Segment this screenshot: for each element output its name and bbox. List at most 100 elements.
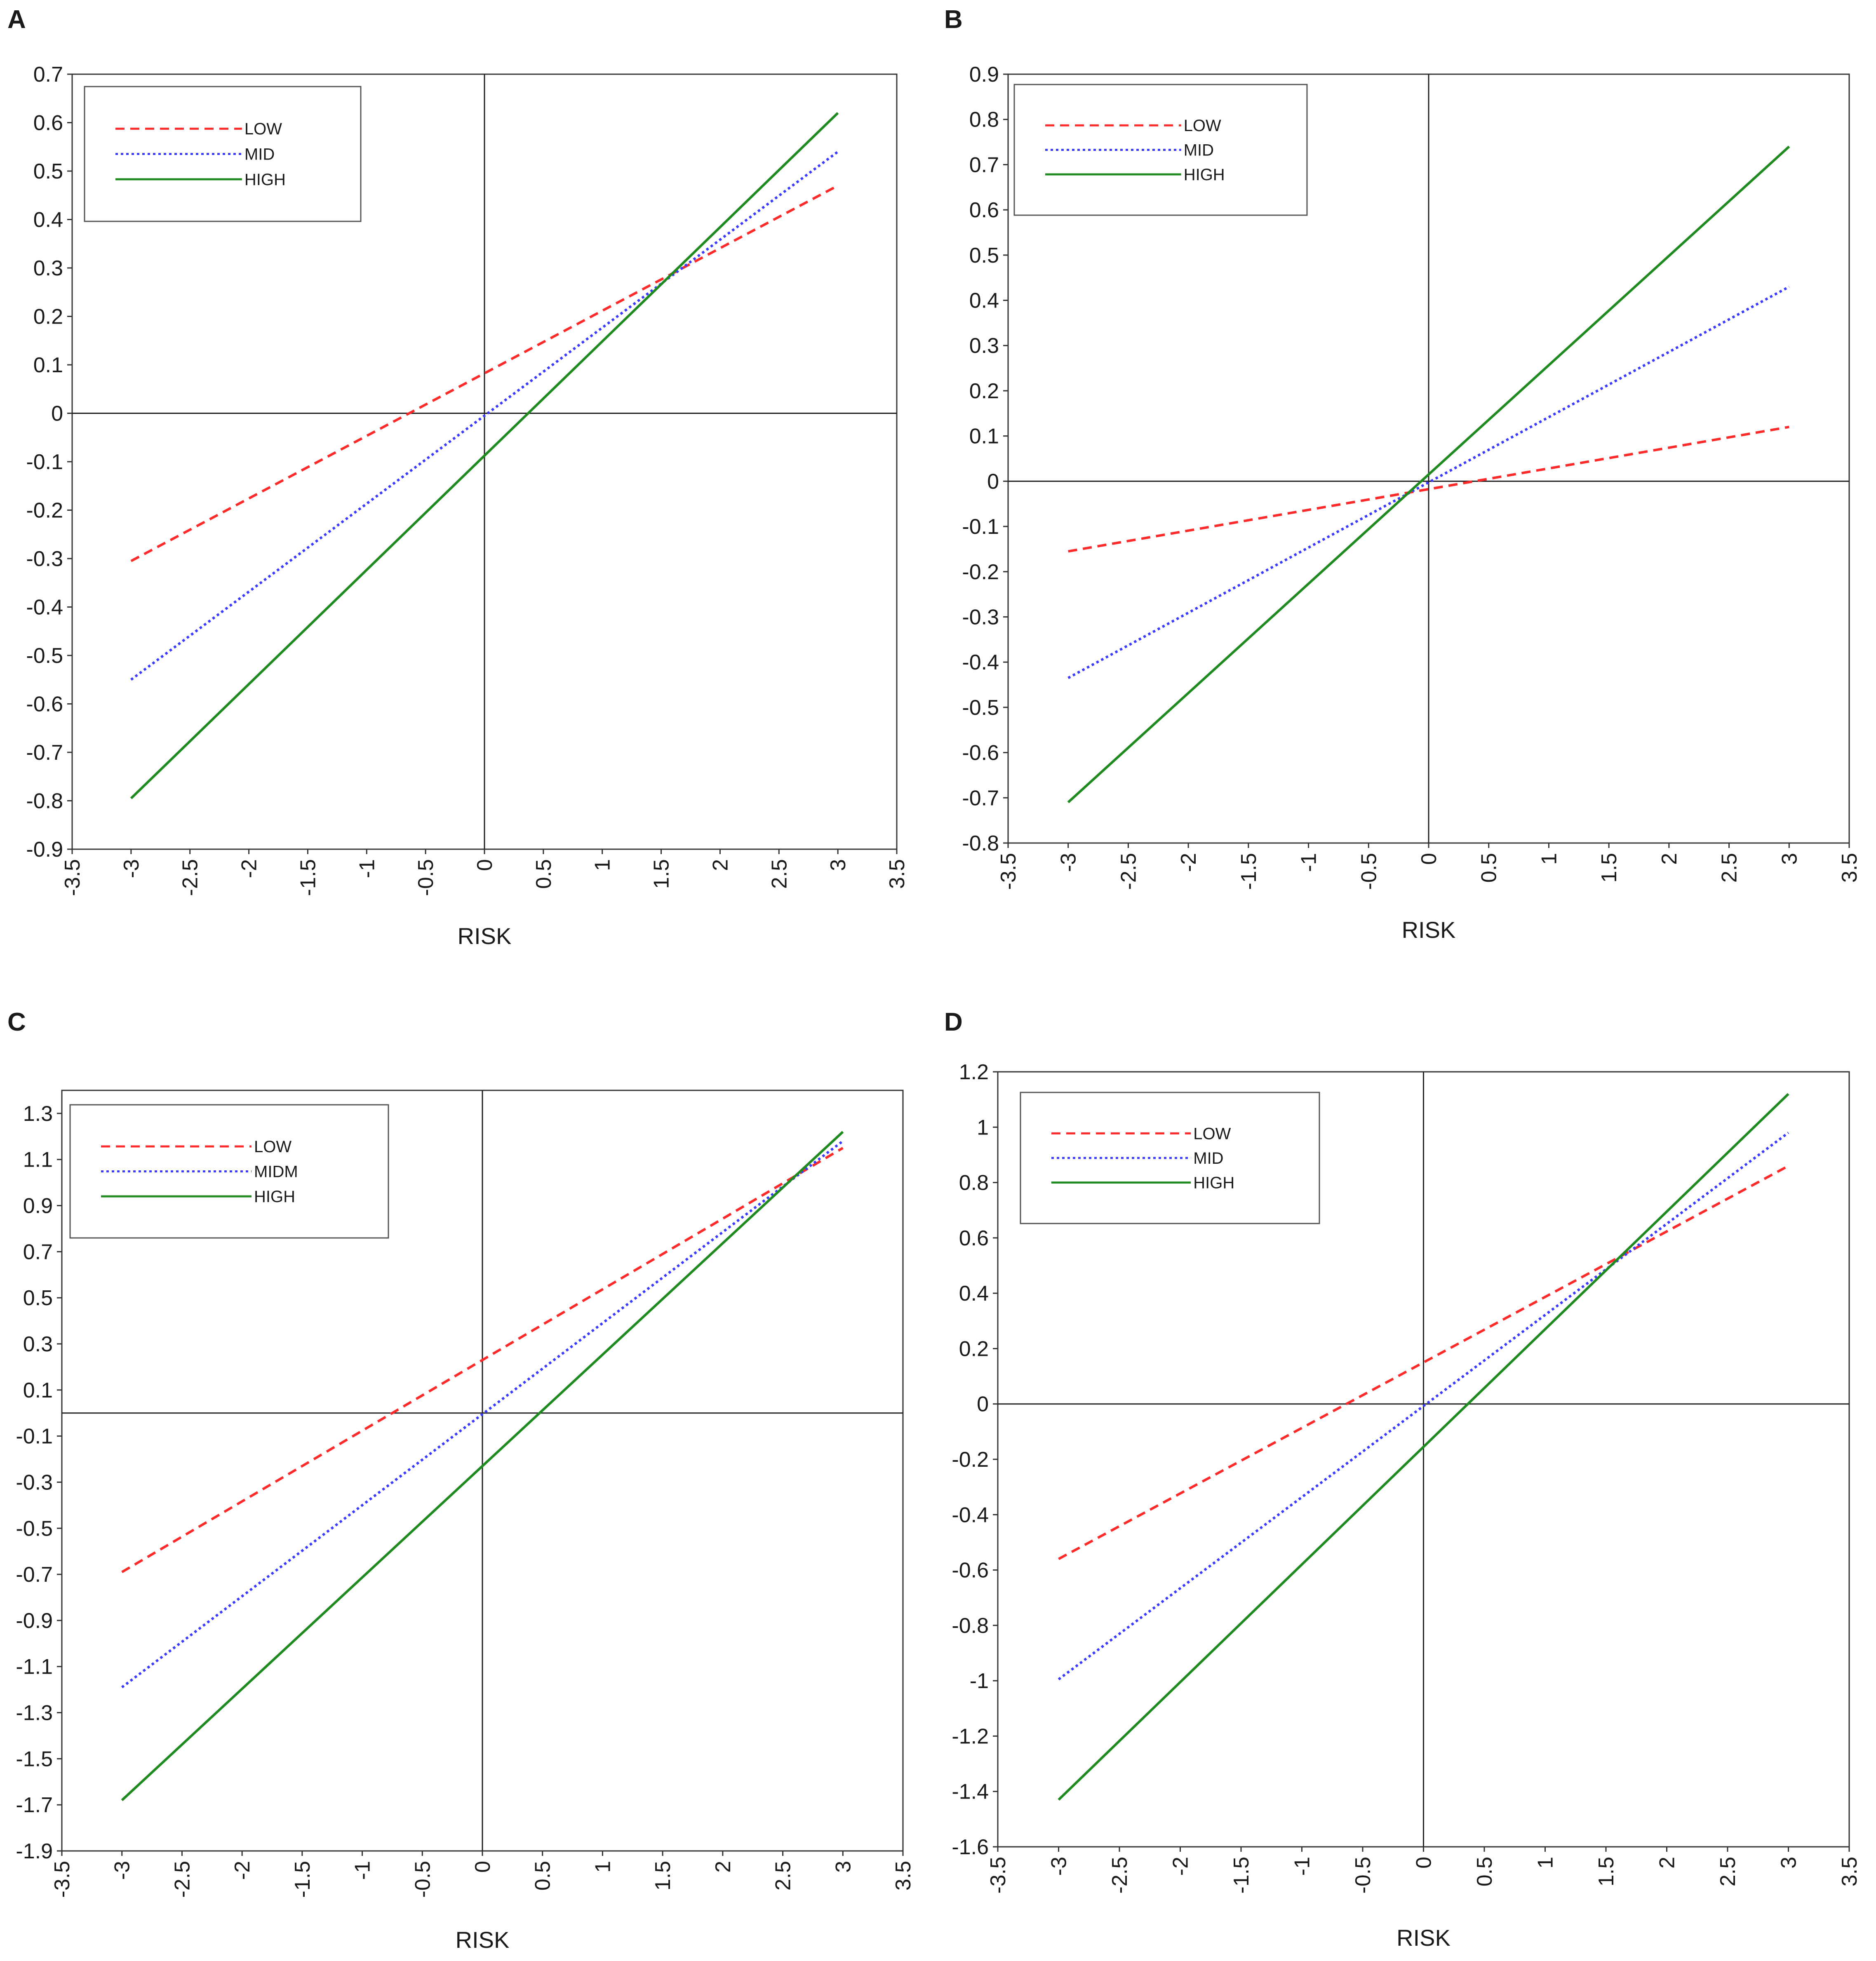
y-tick-label: 0.4: [959, 1282, 989, 1306]
x-tick-label: 1: [591, 1861, 615, 1873]
x-tick-label: -1: [1291, 1857, 1314, 1876]
series-line-midm: [121, 1140, 844, 1689]
y-tick-label: 0.5: [23, 1286, 53, 1310]
legend-label: MID: [1184, 141, 1214, 160]
x-tick-label: -0.5: [411, 1861, 435, 1898]
x-tick-label: -1: [351, 1861, 375, 1880]
y-tick-label: 0: [977, 1393, 989, 1416]
series-line-high: [121, 1131, 844, 1801]
y-tick-label: -1: [970, 1669, 989, 1693]
x-tick-label: -2: [237, 859, 261, 878]
y-tick-label: 0.4: [969, 289, 999, 313]
x-tick-label: -3.5: [61, 859, 85, 896]
legend: LOW MID HIGH: [1013, 84, 1308, 216]
x-tick-label: 1.5: [1597, 853, 1621, 883]
x-tick-label: 3: [826, 859, 850, 871]
y-tick-label: -0.3: [962, 605, 999, 629]
x-tick-label: -1.5: [1230, 1857, 1253, 1894]
x-tick-label: 1: [1537, 853, 1561, 865]
y-tick-label: 0.6: [33, 111, 63, 135]
y-tick-label: 0.1: [33, 353, 63, 377]
y-tick-label: -0.2: [962, 560, 999, 584]
y-tick-label: -0.9: [26, 838, 63, 862]
y-tick-label: 0.9: [969, 63, 999, 87]
y-tick-label: 0.3: [23, 1332, 53, 1356]
y-tick-label: 1.1: [23, 1148, 53, 1172]
x-tick-label: -1: [355, 859, 379, 878]
x-tick-label: 0.5: [1477, 853, 1501, 883]
y-tick-label: -0.5: [962, 696, 999, 720]
x-axis-title: RISK: [456, 1927, 510, 1953]
x-tick-label: -2: [1177, 853, 1201, 872]
legend-label: MID: [1193, 1149, 1223, 1167]
y-tick-label: -1.6: [952, 1835, 989, 1859]
legend-label: MID: [244, 146, 275, 164]
y-tick-label: -0.1: [962, 515, 999, 539]
series-line-high: [1058, 1093, 1789, 1801]
legend-label: LOW: [254, 1138, 292, 1156]
x-tick-label: -0.5: [1351, 1857, 1375, 1894]
y-tick-label: 0.6: [959, 1226, 989, 1250]
legend: LOW MIDM HIGH: [69, 1104, 389, 1239]
y-tick-label: 0.2: [959, 1337, 989, 1361]
y-tick-label: -0.9: [16, 1609, 53, 1633]
y-tick-label: -0.4: [952, 1503, 989, 1527]
legend: LOW MID HIGH: [1020, 1092, 1320, 1224]
y-tick-label: -0.5: [26, 644, 63, 668]
series-line-low: [121, 1147, 844, 1573]
y-tick-label: 0.3: [969, 334, 999, 358]
y-tick-label: -0.6: [962, 741, 999, 765]
x-tick-label: 1: [591, 859, 615, 871]
x-tick-label: -3.5: [50, 1861, 74, 1898]
x-tick-label: 3: [831, 1861, 855, 1873]
series-line-mid: [130, 150, 839, 681]
y-tick-label: 1.2: [959, 1060, 989, 1084]
x-axis-title: RISK: [458, 923, 512, 949]
x-tick-label: 0.5: [1473, 1857, 1497, 1886]
x-tick-label: 2.5: [1716, 1857, 1740, 1886]
x-tick-label: -3.5: [986, 1857, 1010, 1894]
legend-label: HIGH: [254, 1188, 295, 1206]
y-tick-label: 0.7: [33, 63, 63, 87]
legend-label: LOW: [1184, 117, 1221, 135]
legend-label: HIGH: [244, 171, 286, 189]
x-tick-label: -1.5: [1237, 853, 1261, 890]
y-tick-label: -0.3: [16, 1470, 53, 1494]
x-tick-label: 3.5: [885, 859, 909, 889]
y-tick-label: -1.1: [16, 1655, 53, 1679]
x-tick-label: -2.5: [1108, 1857, 1132, 1894]
x-tick-label: 0: [1412, 1857, 1436, 1869]
y-tick-label: 0.8: [969, 108, 999, 132]
y-tick-label: -0.8: [962, 831, 999, 855]
x-tick-label: -2.5: [1117, 853, 1140, 890]
series-line-high: [130, 112, 839, 799]
panel-label: A: [7, 5, 26, 34]
x-tick-label: 1.5: [650, 859, 674, 889]
legend-label: LOW: [244, 120, 282, 138]
x-tick-label: 0.5: [532, 859, 556, 889]
x-tick-label: 2: [1655, 1857, 1679, 1869]
y-tick-label: -0.8: [952, 1614, 989, 1638]
y-tick-label: -0.7: [16, 1563, 53, 1587]
panel-d: D 1.2 1 0.8 0.6 0.4 0.2 0 -0.2 -0.4 -0.6 -0.8 -1 -1.2…: [944, 1008, 1862, 1951]
x-tick-label: 2: [1657, 853, 1681, 865]
x-tick-label: 1.5: [651, 1861, 675, 1891]
y-tick-label: 0.8: [959, 1171, 989, 1195]
y-tick-label: 0.9: [23, 1194, 53, 1218]
x-tick-label: 2: [708, 859, 732, 871]
y-tick-label: -0.8: [26, 789, 63, 813]
x-tick-label: -2.5: [179, 859, 202, 896]
panel-label: D: [944, 1008, 963, 1036]
y-tick-label: 0.2: [969, 379, 999, 403]
x-tick-label: 1.5: [1594, 1857, 1618, 1886]
x-tick-label: -3.5: [997, 853, 1020, 890]
series-line-low: [1068, 425, 1789, 553]
y-tick-label: 0.2: [33, 305, 63, 329]
y-tick-label: 0.5: [33, 160, 63, 183]
legend-label: LOW: [1193, 1125, 1231, 1143]
y-tick-label: 0.1: [969, 425, 999, 449]
x-tick-label: -0.5: [1357, 853, 1381, 890]
x-tick-label: 1: [1534, 1857, 1558, 1869]
panel-label: C: [7, 1008, 26, 1036]
series-line-mid: [1058, 1132, 1789, 1681]
